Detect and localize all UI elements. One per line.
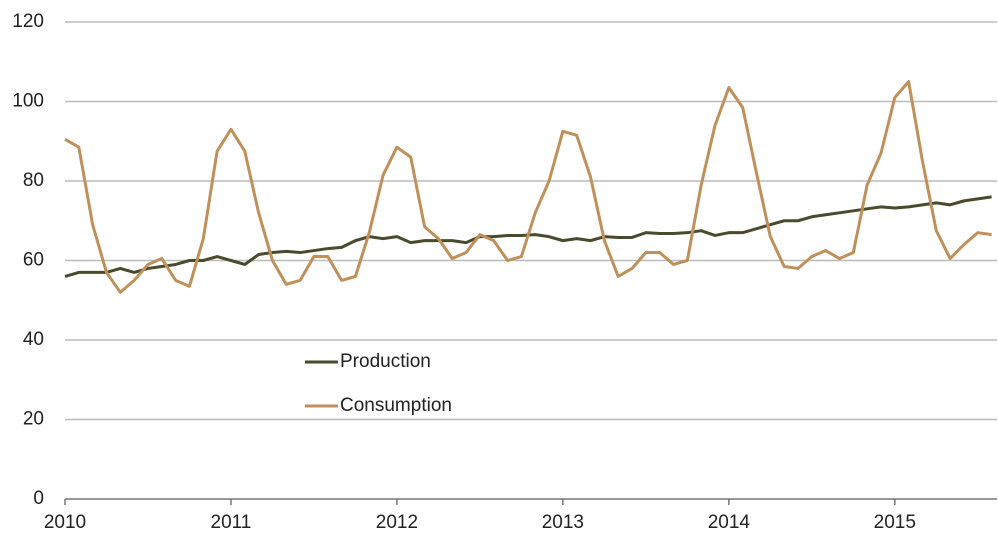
y-tick-label: 100 bbox=[12, 91, 44, 112]
x-tick-label: 2015 bbox=[874, 512, 916, 533]
x-tick-label: 2013 bbox=[542, 512, 584, 533]
y-tick-label: 0 bbox=[33, 488, 44, 509]
x-tick-label: 2010 bbox=[44, 512, 86, 533]
series-line bbox=[64, 80, 992, 294]
x-tick-label: 2012 bbox=[376, 512, 418, 533]
y-tick-label: 80 bbox=[23, 170, 44, 191]
y-tick-label: 40 bbox=[23, 329, 44, 350]
y-tick-label: 120 bbox=[12, 11, 44, 32]
x-tick-label: 2011 bbox=[211, 512, 252, 533]
y-tick-label: 60 bbox=[23, 250, 44, 271]
y-tick-label: 20 bbox=[23, 409, 44, 430]
x-tick-label: 2014 bbox=[708, 512, 751, 533]
legend-label: Production bbox=[340, 351, 431, 372]
legend-label: Consumption bbox=[340, 395, 452, 416]
